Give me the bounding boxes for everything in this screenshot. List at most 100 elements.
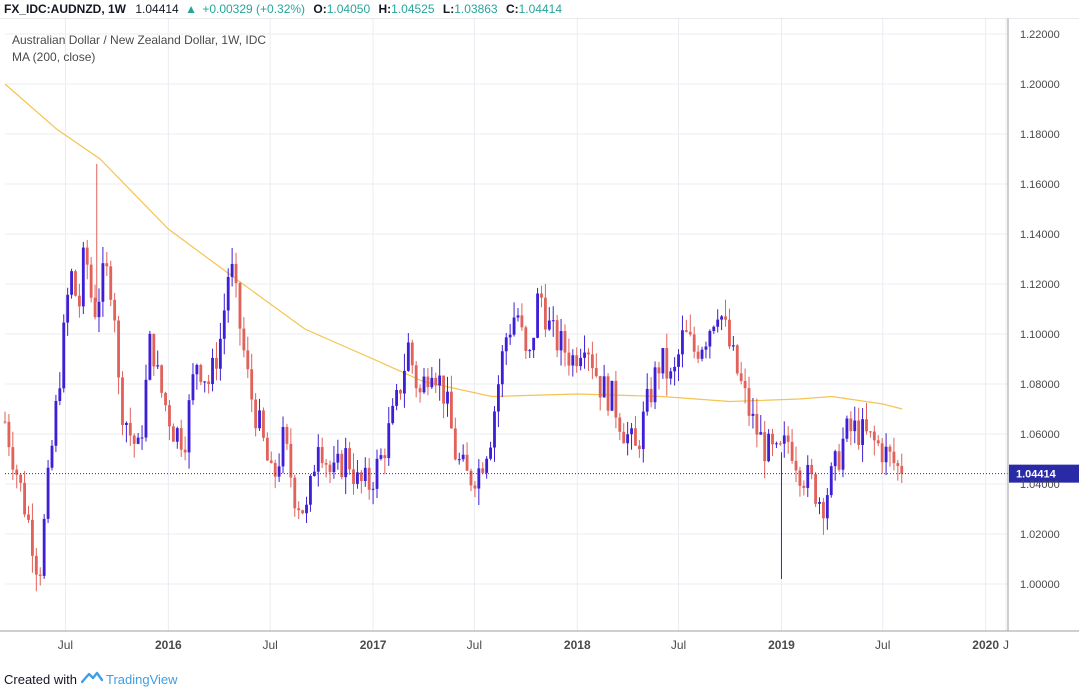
candle[interactable] [845, 415, 849, 442]
candle[interactable] [406, 333, 410, 372]
candle[interactable] [806, 455, 810, 497]
candle[interactable] [31, 503, 34, 573]
candle[interactable] [383, 448, 387, 475]
candle[interactable] [524, 325, 528, 359]
candle[interactable] [598, 375, 602, 411]
candle[interactable] [226, 268, 230, 323]
candle[interactable] [508, 323, 512, 345]
candle[interactable] [720, 315, 724, 331]
candle[interactable] [587, 348, 590, 371]
candle[interactable] [477, 459, 481, 506]
candle[interactable] [716, 309, 720, 333]
candle[interactable] [853, 406, 857, 444]
candle[interactable] [234, 252, 238, 298]
candle[interactable] [731, 335, 735, 351]
candle[interactable] [735, 344, 739, 376]
candle[interactable] [399, 389, 402, 400]
candle[interactable] [837, 443, 841, 472]
candle[interactable] [790, 429, 794, 464]
candle[interactable] [128, 407, 132, 446]
candle[interactable] [246, 336, 250, 379]
candle[interactable] [489, 441, 492, 461]
candle[interactable] [74, 269, 77, 297]
candle[interactable] [602, 364, 606, 398]
candle[interactable] [896, 459, 900, 481]
candle[interactable] [481, 462, 485, 475]
candle[interactable] [58, 372, 62, 406]
candle[interactable] [144, 364, 148, 442]
candle[interactable] [34, 548, 38, 592]
candle[interactable] [461, 444, 465, 462]
candle[interactable] [363, 457, 367, 487]
candle[interactable] [117, 315, 120, 395]
candle[interactable] [258, 398, 261, 431]
candle[interactable] [579, 348, 583, 371]
candle[interactable] [849, 411, 853, 446]
candle[interactable] [332, 445, 336, 479]
candle[interactable] [571, 349, 575, 377]
candle[interactable] [857, 407, 861, 450]
candle[interactable] [277, 453, 281, 482]
candle[interactable] [567, 338, 571, 376]
candle[interactable] [771, 428, 774, 456]
candle[interactable] [563, 324, 567, 367]
candle[interactable] [692, 326, 696, 359]
candle[interactable] [677, 349, 680, 382]
candle[interactable] [168, 399, 171, 441]
candle[interactable] [704, 341, 708, 359]
candle[interactable] [77, 283, 81, 318]
candle[interactable] [485, 456, 489, 479]
candle[interactable] [199, 363, 203, 386]
candle[interactable] [559, 318, 563, 366]
candle[interactable] [469, 468, 473, 492]
candle[interactable] [747, 376, 751, 426]
candle[interactable] [712, 325, 716, 334]
candle[interactable] [426, 368, 430, 396]
candle[interactable] [293, 474, 297, 517]
candle[interactable] [183, 436, 187, 461]
candle[interactable] [528, 348, 532, 358]
candle[interactable] [606, 373, 610, 416]
candle[interactable] [688, 314, 692, 337]
candle[interactable] [728, 308, 731, 350]
candle[interactable] [356, 459, 359, 489]
candle[interactable] [884, 433, 888, 476]
candle[interactable] [109, 260, 113, 307]
candle[interactable] [673, 357, 677, 386]
candle[interactable] [520, 303, 524, 331]
candle[interactable] [442, 375, 445, 419]
candle[interactable] [195, 363, 199, 390]
candle[interactable] [179, 419, 183, 457]
candle[interactable] [610, 380, 614, 412]
candle[interactable] [657, 361, 661, 390]
candle[interactable] [371, 482, 375, 505]
candle[interactable] [438, 358, 442, 401]
candle[interactable] [391, 398, 395, 425]
price-chart[interactable]: 1.04414 1.22000 1.20000 1.18000 1.16000 1.14… [0, 18, 1079, 662]
candle[interactable] [379, 448, 383, 461]
candle[interactable] [101, 246, 105, 317]
ma-legend-label[interactable]: MA (200, close) [12, 50, 95, 64]
candle[interactable] [551, 306, 555, 337]
candle[interactable] [872, 425, 876, 456]
candle[interactable] [414, 361, 418, 398]
candle[interactable] [641, 401, 645, 463]
candle[interactable] [618, 413, 622, 441]
candle[interactable] [269, 451, 273, 464]
candle[interactable] [215, 342, 218, 381]
candle[interactable] [222, 293, 226, 355]
candle[interactable] [759, 415, 763, 435]
candle[interactable] [50, 439, 54, 471]
candle[interactable] [136, 433, 140, 445]
candle[interactable] [869, 430, 872, 438]
candle[interactable] [532, 337, 536, 359]
candle[interactable] [637, 440, 641, 458]
candle[interactable] [876, 435, 880, 447]
candle[interactable] [543, 283, 547, 337]
candle[interactable] [622, 423, 626, 444]
candle[interactable] [93, 284, 97, 320]
candle[interactable] [446, 376, 449, 417]
candle[interactable] [810, 458, 814, 480]
candle[interactable] [175, 426, 179, 449]
candle[interactable] [575, 347, 579, 373]
